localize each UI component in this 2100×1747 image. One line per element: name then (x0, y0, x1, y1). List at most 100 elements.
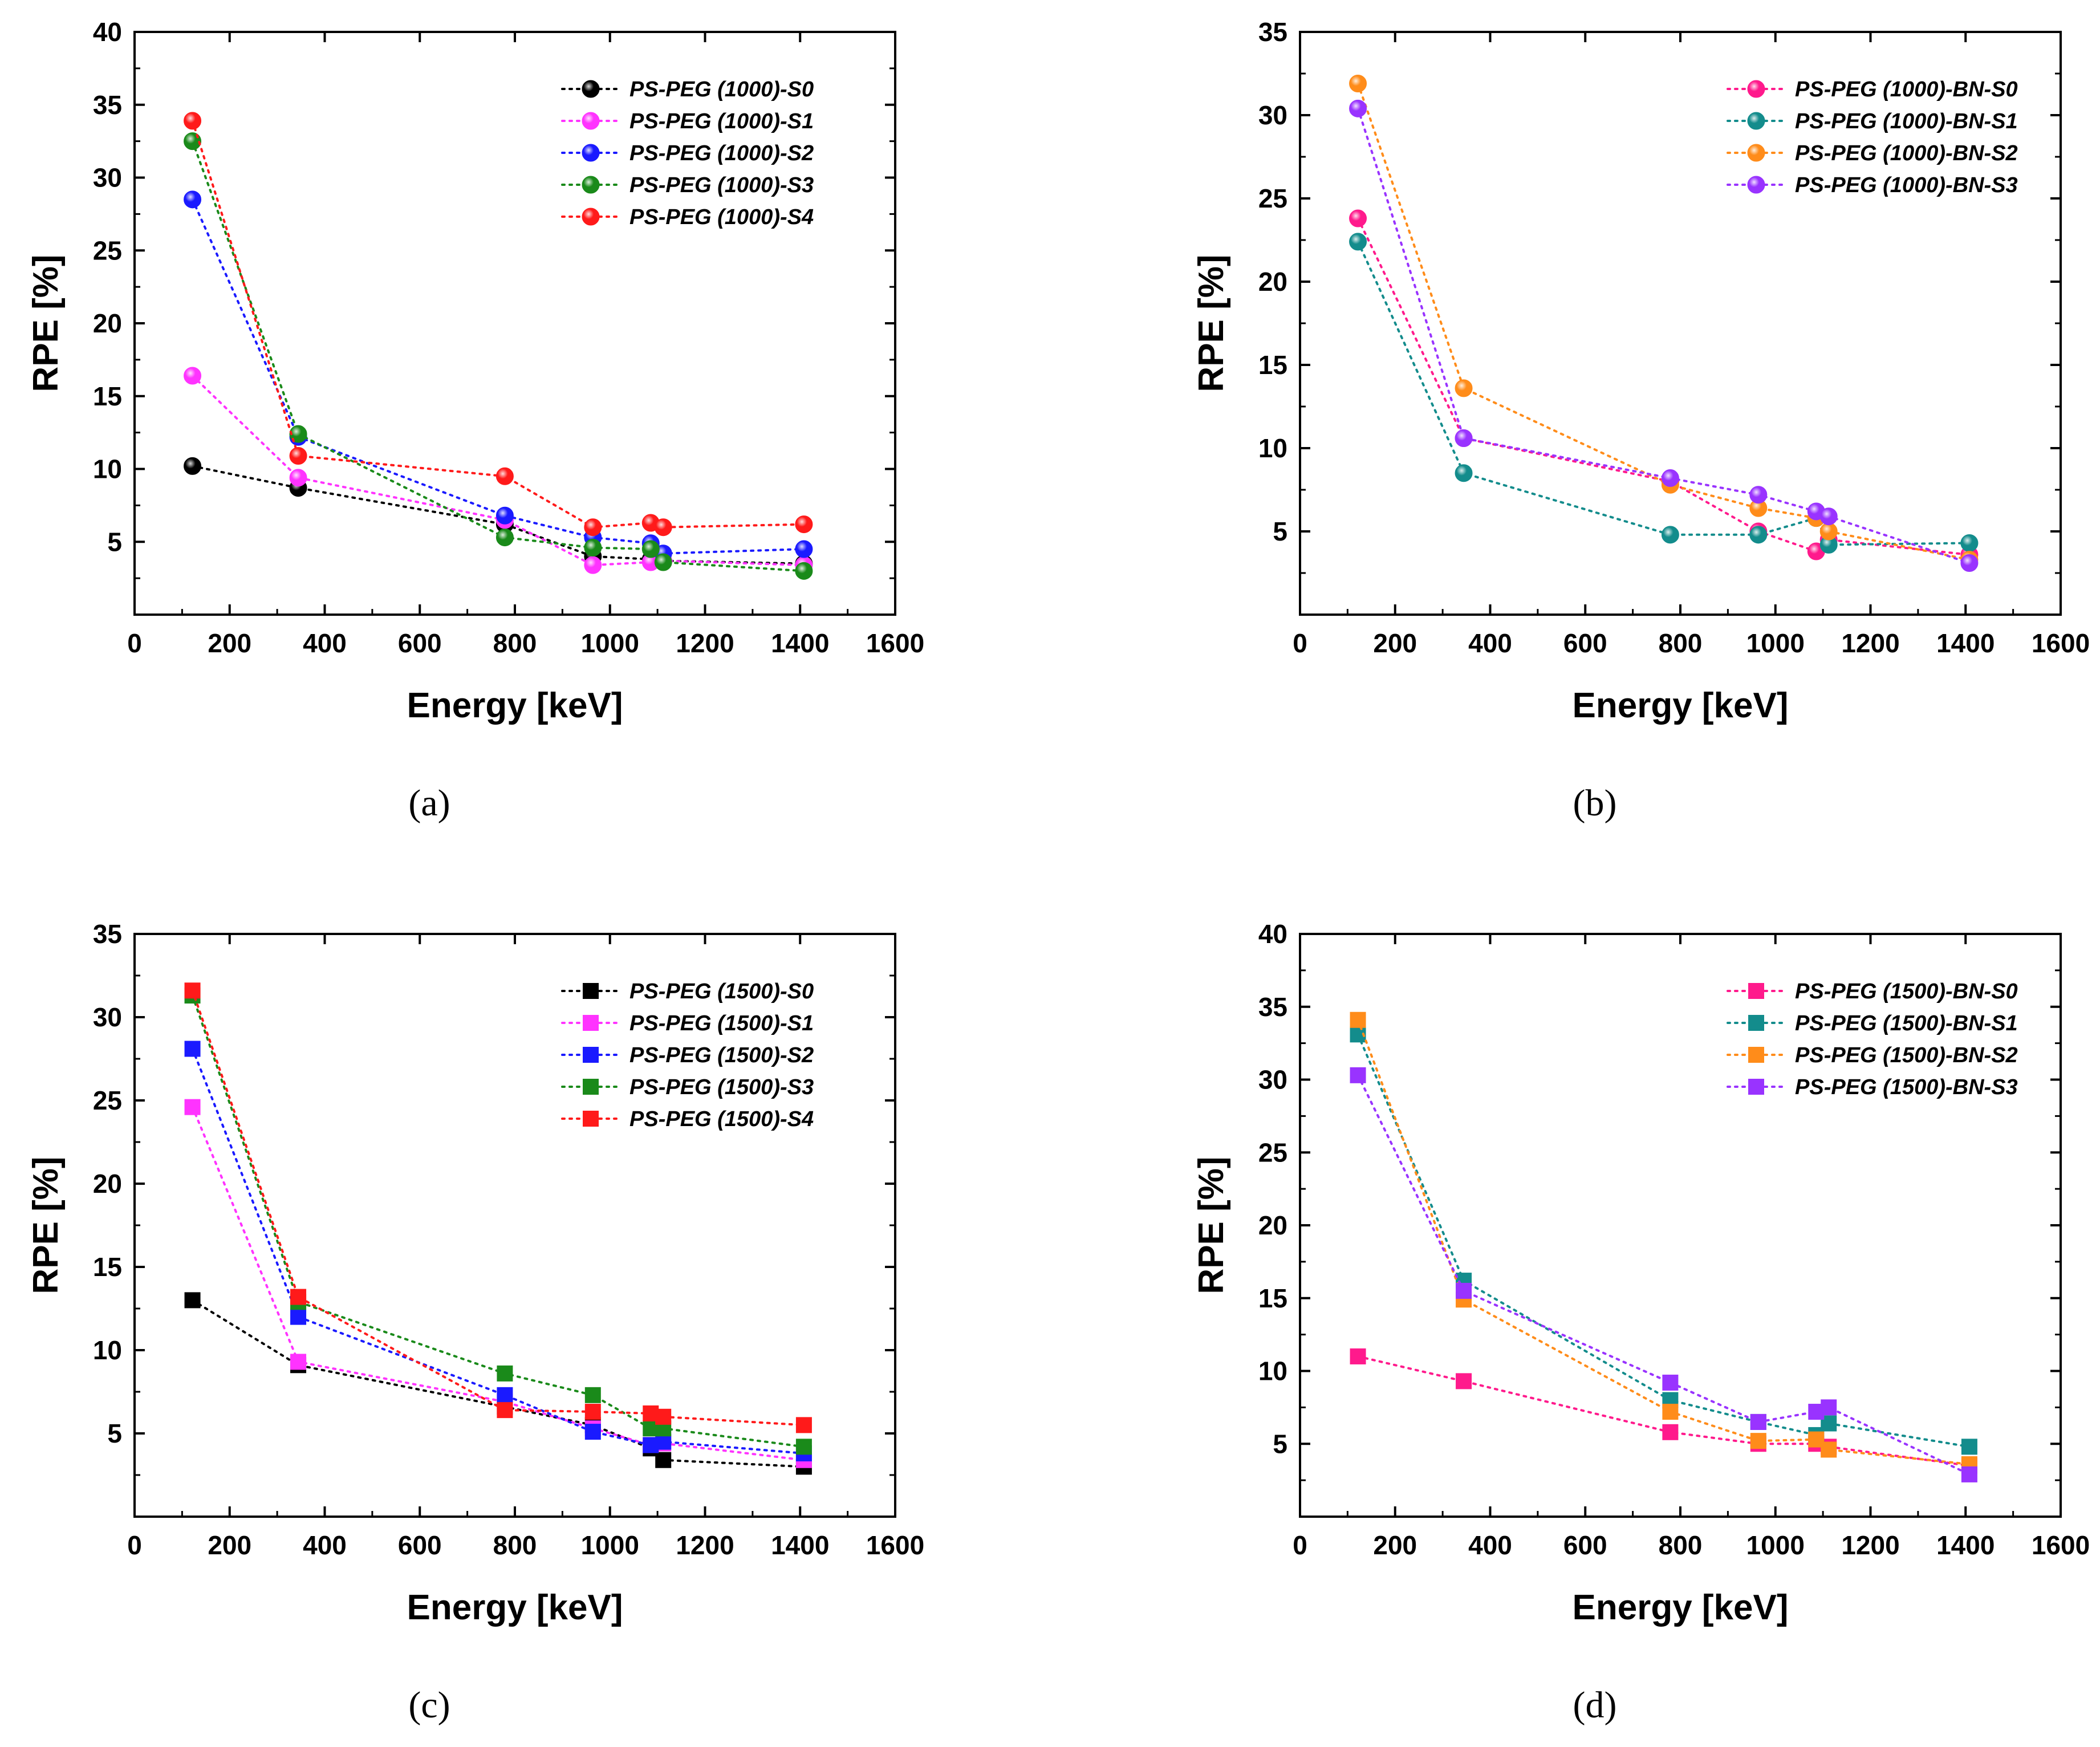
legend-entry: PS-PEG (1500)-BN-S1 (1727, 1011, 2018, 1035)
legend-label: PS-PEG (1500)-S2 (629, 1043, 814, 1067)
legend-label: PS-PEG (1000)-BN-S2 (1795, 141, 2018, 165)
x-tick-label: 400 (1468, 1530, 1512, 1560)
x-tick-label: 1400 (1936, 628, 1995, 658)
legend-marker (1748, 1015, 1764, 1031)
data-point (1350, 1067, 1366, 1083)
data-point (795, 562, 813, 580)
data-point (584, 518, 602, 537)
data-point (654, 553, 672, 571)
data-point (289, 425, 307, 443)
legend-marker (583, 1047, 599, 1063)
x-tick-label: 600 (1563, 1530, 1607, 1560)
data-point (289, 469, 307, 487)
panel-letter: (c) (408, 1684, 450, 1726)
chart-panel: 0 200 400 600 800 1000 1200 1400 1600 5 10 15 20 25 30… (26, 17, 924, 824)
y-tick-label: 30 (93, 163, 122, 193)
legend-entry: PS-PEG (1500)-BN-S3 (1727, 1075, 2018, 1099)
legend-label: PS-PEG (1000)-BN-S3 (1795, 173, 2018, 197)
y-tick-label: 5 (107, 1419, 122, 1448)
legend-label: PS-PEG (1500)-S4 (629, 1107, 814, 1131)
y-tick-label: 10 (93, 1335, 122, 1365)
data-point (1750, 1433, 1766, 1449)
data-point (184, 1292, 201, 1309)
data-point (795, 1439, 812, 1455)
x-tick-label: 1000 (581, 628, 639, 658)
legend-label: PS-PEG (1500)-BN-S3 (1795, 1075, 2018, 1099)
x-axis-label: Energy [keV] (407, 1588, 623, 1627)
data-point (1821, 1399, 1837, 1416)
legend-entry: PS-PEG (1000)-S1 (561, 109, 814, 133)
panel-letter: (a) (408, 782, 450, 824)
data-series (184, 190, 813, 563)
data-point (184, 1099, 201, 1115)
series-line (191, 198, 805, 555)
data-point (584, 1404, 601, 1420)
y-tick-label: 20 (93, 1169, 122, 1198)
legend-marker (1747, 80, 1765, 98)
legend-label: PS-PEG (1500)-S1 (629, 1011, 814, 1035)
series-line (191, 1299, 805, 1468)
x-tick-label: 800 (1659, 628, 1703, 658)
legend-label: PS-PEG (1000)-S2 (629, 141, 814, 165)
x-axis-label: Energy [keV] (407, 686, 623, 725)
y-tick-label: 10 (93, 454, 122, 484)
x-tick-label: 1200 (1841, 628, 1899, 658)
y-axis-label: RPE [%] (1192, 254, 1231, 392)
legend-entry: PS-PEG (1000)-BN-S3 (1727, 173, 2018, 197)
legend-label: PS-PEG (1000)-S4 (629, 205, 814, 229)
x-tick-label: 1600 (2032, 1530, 2090, 1560)
legend-entry: PS-PEG (1500)-BN-S0 (1727, 980, 2018, 1003)
legend-entry: PS-PEG (1000)-S0 (561, 78, 814, 101)
x-tick-label: 1000 (581, 1530, 639, 1560)
data-point (497, 1402, 513, 1419)
data-point (1662, 1374, 1679, 1391)
y-tick-label: 25 (1258, 184, 1287, 213)
y-tick-label: 5 (1273, 517, 1287, 546)
legend-entry: PS-PEG (1500)-S4 (561, 1107, 814, 1131)
legend-entry: PS-PEG (1000)-S2 (561, 141, 814, 165)
data-point (184, 190, 202, 209)
legend-marker (1747, 144, 1765, 162)
data-point (1455, 379, 1473, 397)
legend-marker (583, 1079, 599, 1095)
data-series (1349, 99, 1979, 572)
legend-marker (583, 1111, 599, 1127)
data-series (1349, 209, 1979, 564)
y-tick-label: 30 (1258, 1065, 1287, 1095)
y-tick-label: 35 (1258, 17, 1287, 47)
x-tick-label: 0 (1293, 1530, 1307, 1560)
x-tick-label: 0 (1293, 628, 1307, 658)
y-tick-label: 40 (1258, 919, 1287, 949)
data-point (1349, 75, 1367, 93)
data-point (795, 1417, 812, 1433)
data-point (795, 540, 813, 558)
data-point (584, 538, 602, 556)
legend-marker (1747, 112, 1765, 130)
y-tick-label: 15 (93, 1252, 122, 1282)
y-tick-label: 35 (93, 90, 122, 120)
data-point (1455, 464, 1473, 482)
data-point (184, 367, 202, 385)
data-point (1456, 1373, 1472, 1390)
y-tick-label: 25 (93, 1086, 122, 1115)
y-tick-label: 35 (1258, 992, 1287, 1022)
legend-entry: PS-PEG (1500)-S3 (561, 1075, 814, 1099)
x-tick-label: 0 (127, 1530, 142, 1560)
x-tick-label: 800 (493, 1530, 537, 1560)
series-line (1356, 217, 1971, 556)
x-tick-label: 1000 (1746, 1530, 1805, 1560)
data-point (1750, 1413, 1766, 1430)
x-axis-label: Energy [keV] (1572, 686, 1788, 725)
data-point (1819, 507, 1838, 526)
panel-letter: (b) (1573, 782, 1617, 824)
legend-marker (582, 144, 600, 162)
data-point (1960, 534, 1979, 552)
x-tick-label: 1600 (866, 628, 924, 658)
data-point (1349, 99, 1367, 117)
y-tick-label: 30 (93, 1002, 122, 1032)
chart-panel: 0 200 400 600 800 1000 1200 1400 1600 5 10 15 20 25 30… (26, 919, 924, 1726)
data-point (1456, 1282, 1472, 1299)
data-point (184, 457, 202, 475)
data-point (290, 1289, 307, 1305)
